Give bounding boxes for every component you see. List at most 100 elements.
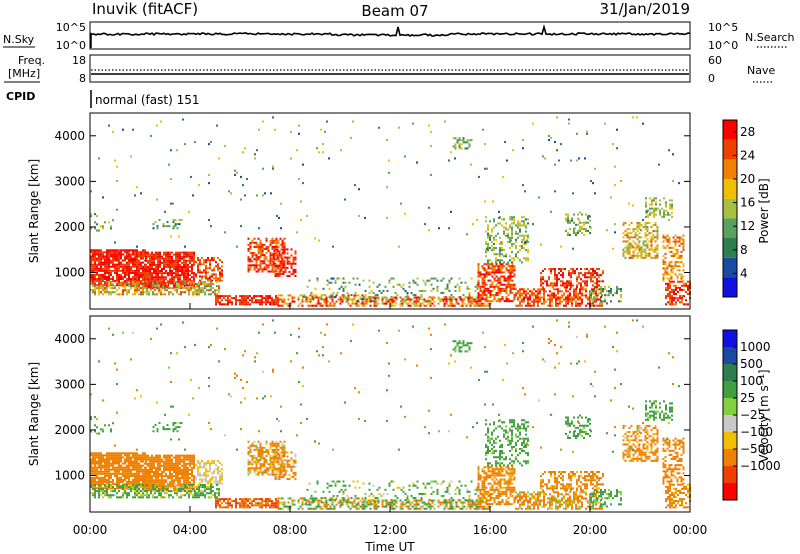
power-cell: [542, 278, 544, 281]
power-cell: [513, 275, 516, 278]
power-cell: [667, 213, 669, 216]
power-cell: [118, 249, 120, 252]
power-cell: [134, 283, 136, 286]
power-cell: [644, 228, 647, 231]
power-cell: [675, 288, 677, 291]
power-cell: [96, 257, 98, 260]
power-cell: [169, 259, 171, 262]
power-cell: [509, 271, 512, 274]
power-cell: [229, 301, 231, 304]
power-cell: [669, 203, 671, 206]
velocity-cell: [189, 468, 191, 471]
power-cell: [269, 252, 272, 255]
power-cell: [507, 271, 510, 274]
power-cell: [507, 240, 509, 243]
power-cell: [294, 275, 297, 278]
power-cell: [274, 258, 277, 261]
power-cell: [106, 281, 108, 284]
velocity-cell: [221, 468, 223, 471]
velocity-cell: [110, 486, 112, 489]
velocity-cell: [181, 458, 183, 461]
power-cell: [385, 300, 388, 303]
power-cell: [406, 294, 409, 297]
velocity-cell: [90, 486, 92, 489]
power-cell: [96, 259, 98, 262]
power-cell: [458, 139, 461, 142]
power-cell: [672, 180, 674, 183]
power-cell: [525, 292, 527, 295]
power-cell: [221, 279, 223, 282]
power-cell: [94, 273, 96, 276]
power-cell: [120, 253, 122, 256]
velocity-cell: [151, 466, 153, 469]
power-cell: [401, 300, 404, 303]
power-cell: [458, 277, 461, 280]
velocity-cell: [108, 484, 110, 487]
power-cell: [316, 279, 319, 282]
power-cell: [573, 232, 575, 235]
power-cell: [505, 255, 507, 258]
power-cell: [257, 243, 260, 246]
power-cell: [165, 253, 167, 256]
velocity-cell: [118, 456, 120, 459]
velocity-cell: [94, 472, 96, 475]
power-cell: [682, 242, 685, 245]
power-cell: [265, 247, 268, 250]
velocity-cell: [163, 483, 165, 486]
velocity-cell: [197, 472, 199, 475]
power-cell: [638, 250, 641, 253]
power-cell: [652, 234, 655, 237]
velocity-cell: [157, 454, 159, 457]
power-cell: [296, 149, 298, 152]
velocity-cell: [169, 454, 171, 457]
power-cell: [669, 205, 671, 208]
power-cell: [259, 250, 262, 253]
velocity-cell: [94, 479, 96, 482]
velocity-cell: [98, 458, 100, 461]
velocity-cell: [106, 454, 108, 457]
velocity-cell: [130, 456, 132, 459]
power-cell: [573, 296, 575, 299]
power-cell: [620, 180, 622, 183]
velocity-cell: [106, 490, 108, 493]
power-cell: [160, 289, 162, 292]
power-cell: [286, 258, 289, 261]
velocity-cell: [94, 476, 96, 479]
power-cell: [626, 246, 629, 249]
power-cell: [632, 254, 635, 257]
velocity-cell: [116, 454, 118, 457]
velocity-cell: [201, 478, 203, 481]
power-cell: [330, 281, 333, 284]
power-cell: [505, 287, 508, 290]
power-cell: [142, 265, 144, 268]
power-cell: [592, 280, 594, 283]
power-cell: [567, 232, 569, 235]
power-cell: [441, 298, 444, 301]
power-cell: [155, 270, 157, 273]
power-cell: [140, 261, 142, 264]
power-cell: [138, 261, 140, 264]
velocity-cell: [100, 456, 102, 459]
power-cell: [495, 275, 498, 278]
power-cell: [481, 281, 484, 284]
power-cell: [581, 288, 583, 291]
power-cell: [487, 287, 490, 290]
power-cell: [540, 278, 542, 281]
velocity-cell: [104, 479, 106, 482]
power-cell: [104, 269, 106, 272]
velocity-cell: [112, 483, 114, 486]
power-cell: [199, 259, 201, 262]
velocity-cell: [142, 481, 144, 484]
power-cell: [100, 253, 102, 256]
velocity-cell: [124, 490, 126, 493]
velocity-cell: [178, 490, 180, 493]
power-cell: [173, 284, 175, 287]
power-cell: [491, 240, 493, 243]
power-cell: [620, 296, 622, 299]
power-cell: [280, 273, 283, 276]
power-cell: [630, 256, 633, 259]
power-cell: [682, 248, 685, 251]
velocity-cell: [94, 466, 96, 469]
velocity-cell: [161, 473, 163, 476]
velocity-cell: [195, 476, 197, 479]
